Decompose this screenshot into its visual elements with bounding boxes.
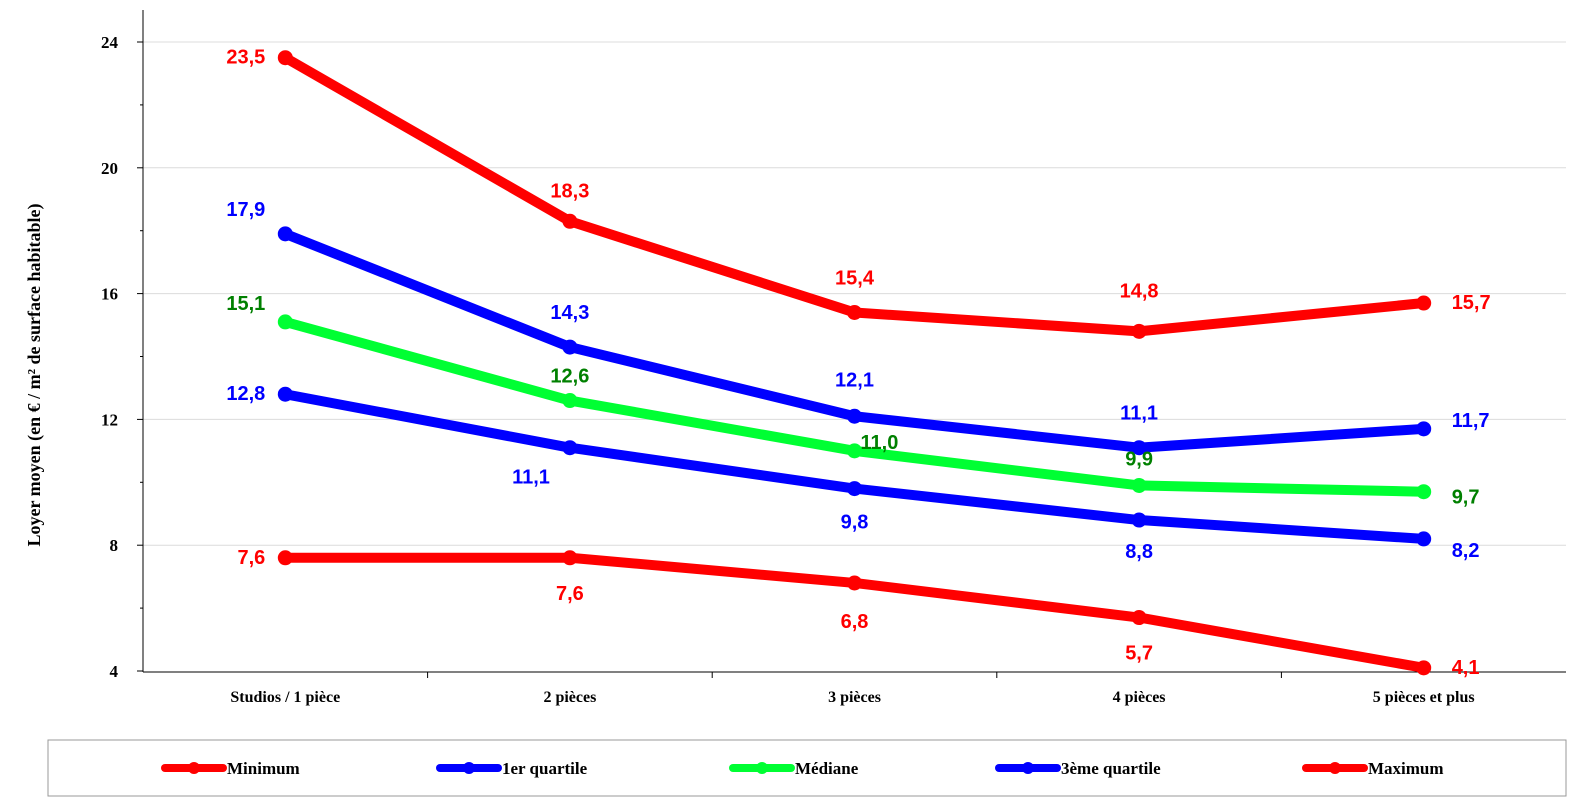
y-tick-label: 12 [101,410,118,429]
y-axis-label: Loyer moyen (en € / m² de surface habita… [24,203,45,546]
legend-label: 1er quartile [502,759,588,778]
x-tick-label: 2 pièces [543,689,596,706]
legend-marker [1329,762,1341,774]
data-point [1131,323,1147,339]
legend-marker [463,762,475,774]
data-point [1416,531,1432,547]
data-label: 4,1 [1452,657,1480,679]
data-label: 11,0 [861,432,899,454]
data-label: 8,8 [1125,541,1153,563]
data-point [1416,660,1432,676]
legend-label: Minimum [227,759,300,778]
data-label: 17,9 [226,199,265,221]
data-point [277,386,293,402]
gridlines [143,41,1566,546]
data-point [1416,295,1432,311]
data-label: 12,8 [226,383,265,405]
data-point [277,550,293,566]
y-tick-label: 20 [101,159,118,178]
y-tick-label: 24 [101,33,119,52]
data-point [1416,484,1432,500]
data-label: 6,8 [841,611,869,633]
data-point [847,304,862,320]
data-point [562,213,578,229]
data-label: 15,4 [835,267,875,289]
y-tick-label: 8 [110,536,119,555]
x-tick-label: 3 pièces [828,689,881,706]
legend-label: Maximum [1368,759,1444,778]
y-tick-label: 16 [101,285,118,304]
data-label: 11,1 [1120,403,1158,425]
data-label: 14,8 [1120,280,1159,302]
data-point [277,226,293,242]
data-point [562,550,578,566]
data-point [847,481,862,497]
series-line [280,316,1429,497]
data-point [1131,477,1147,493]
legend-items: Minimum 1er quartile Médiane 3ème quartile M… [161,759,1444,778]
data-point [1416,421,1432,437]
data-point [1131,440,1147,456]
axes: 4 8 12 16 20 24 Studios / 1 pièce 2 pièces 3 piè… [101,10,1566,706]
legend-marker [188,762,200,774]
legend-label: 3ème quartile [1061,759,1161,778]
data-point [277,314,293,330]
legend-label: Médiane [795,759,859,778]
legend-marker [756,762,768,774]
y-tick-label: 4 [110,662,119,681]
data-point [562,440,578,456]
x-tick-label: Studios / 1 pièce [230,689,340,706]
data-point [562,339,578,355]
data-point [1131,610,1147,626]
data-label: 15,7 [1452,292,1491,314]
series-line [280,52,1429,337]
data-point [1131,512,1147,528]
data-label: 7,6 [237,547,265,569]
data-label: 18,3 [550,180,589,202]
data-label: 11,7 [1452,410,1490,432]
series-lines [277,50,1432,676]
data-point [847,575,862,591]
data-label: 12,1 [835,369,874,391]
data-label: 11,1 [512,467,550,489]
data-label: 9,9 [1125,448,1153,470]
x-tick-label: 4 pièces [1113,689,1166,706]
data-label: 15,1 [226,293,265,315]
x-tick-label: 5 pièces et plus [1373,689,1475,706]
data-point [277,50,293,66]
data-label: 9,8 [841,512,869,534]
data-point [562,393,578,409]
legend-marker [1022,762,1034,774]
data-label: 12,6 [550,366,589,388]
data-label: 7,6 [556,583,584,605]
data-point [847,443,862,459]
data-label: 5,7 [1125,643,1153,665]
data-label: 14,3 [550,302,589,324]
data-labels: 7,6 7,6 6,8 5,7 4,1 12,8 11,1 9,8 8,8 8,2 15,1 12,6… [226,47,1490,679]
data-label: 8,2 [1452,540,1480,562]
data-label: 9,7 [1452,487,1480,509]
data-label: 23,5 [226,47,265,69]
data-point [847,408,862,424]
